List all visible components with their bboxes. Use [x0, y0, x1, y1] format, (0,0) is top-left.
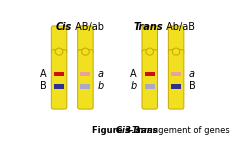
Text: arrangement of genes: arrangement of genes [133, 126, 229, 135]
Bar [54, 72, 64, 76]
FancyBboxPatch shape [168, 50, 184, 109]
Text: b: b [130, 81, 137, 91]
Bar [171, 84, 181, 89]
Text: A: A [130, 69, 137, 79]
Text: A: A [40, 69, 47, 79]
Ellipse shape [172, 48, 180, 55]
Bar [54, 84, 64, 89]
FancyBboxPatch shape [51, 50, 67, 109]
Bar [145, 72, 155, 76]
Text: Cis: Cis [56, 22, 72, 32]
Text: Cis-Trans: Cis-Trans [113, 126, 157, 135]
Ellipse shape [82, 48, 89, 55]
Text: B: B [188, 81, 195, 91]
FancyBboxPatch shape [168, 26, 184, 54]
Bar [145, 84, 155, 89]
Text: a: a [98, 69, 104, 79]
Text: a: a [188, 69, 195, 79]
Bar [80, 72, 91, 76]
Text: Trans: Trans [133, 22, 163, 32]
Bar [80, 84, 91, 89]
FancyBboxPatch shape [78, 50, 93, 109]
Text: B: B [40, 81, 47, 91]
FancyBboxPatch shape [142, 50, 158, 109]
Text: Ab/aB: Ab/aB [163, 22, 195, 32]
Bar [171, 72, 181, 76]
Text: AB/ab: AB/ab [72, 22, 104, 32]
Text: Figure 3.3:: Figure 3.3: [92, 126, 143, 135]
FancyBboxPatch shape [51, 26, 67, 54]
Ellipse shape [55, 48, 63, 55]
FancyBboxPatch shape [78, 26, 93, 54]
Text: b: b [98, 81, 104, 91]
Ellipse shape [146, 48, 154, 55]
FancyBboxPatch shape [142, 26, 158, 54]
